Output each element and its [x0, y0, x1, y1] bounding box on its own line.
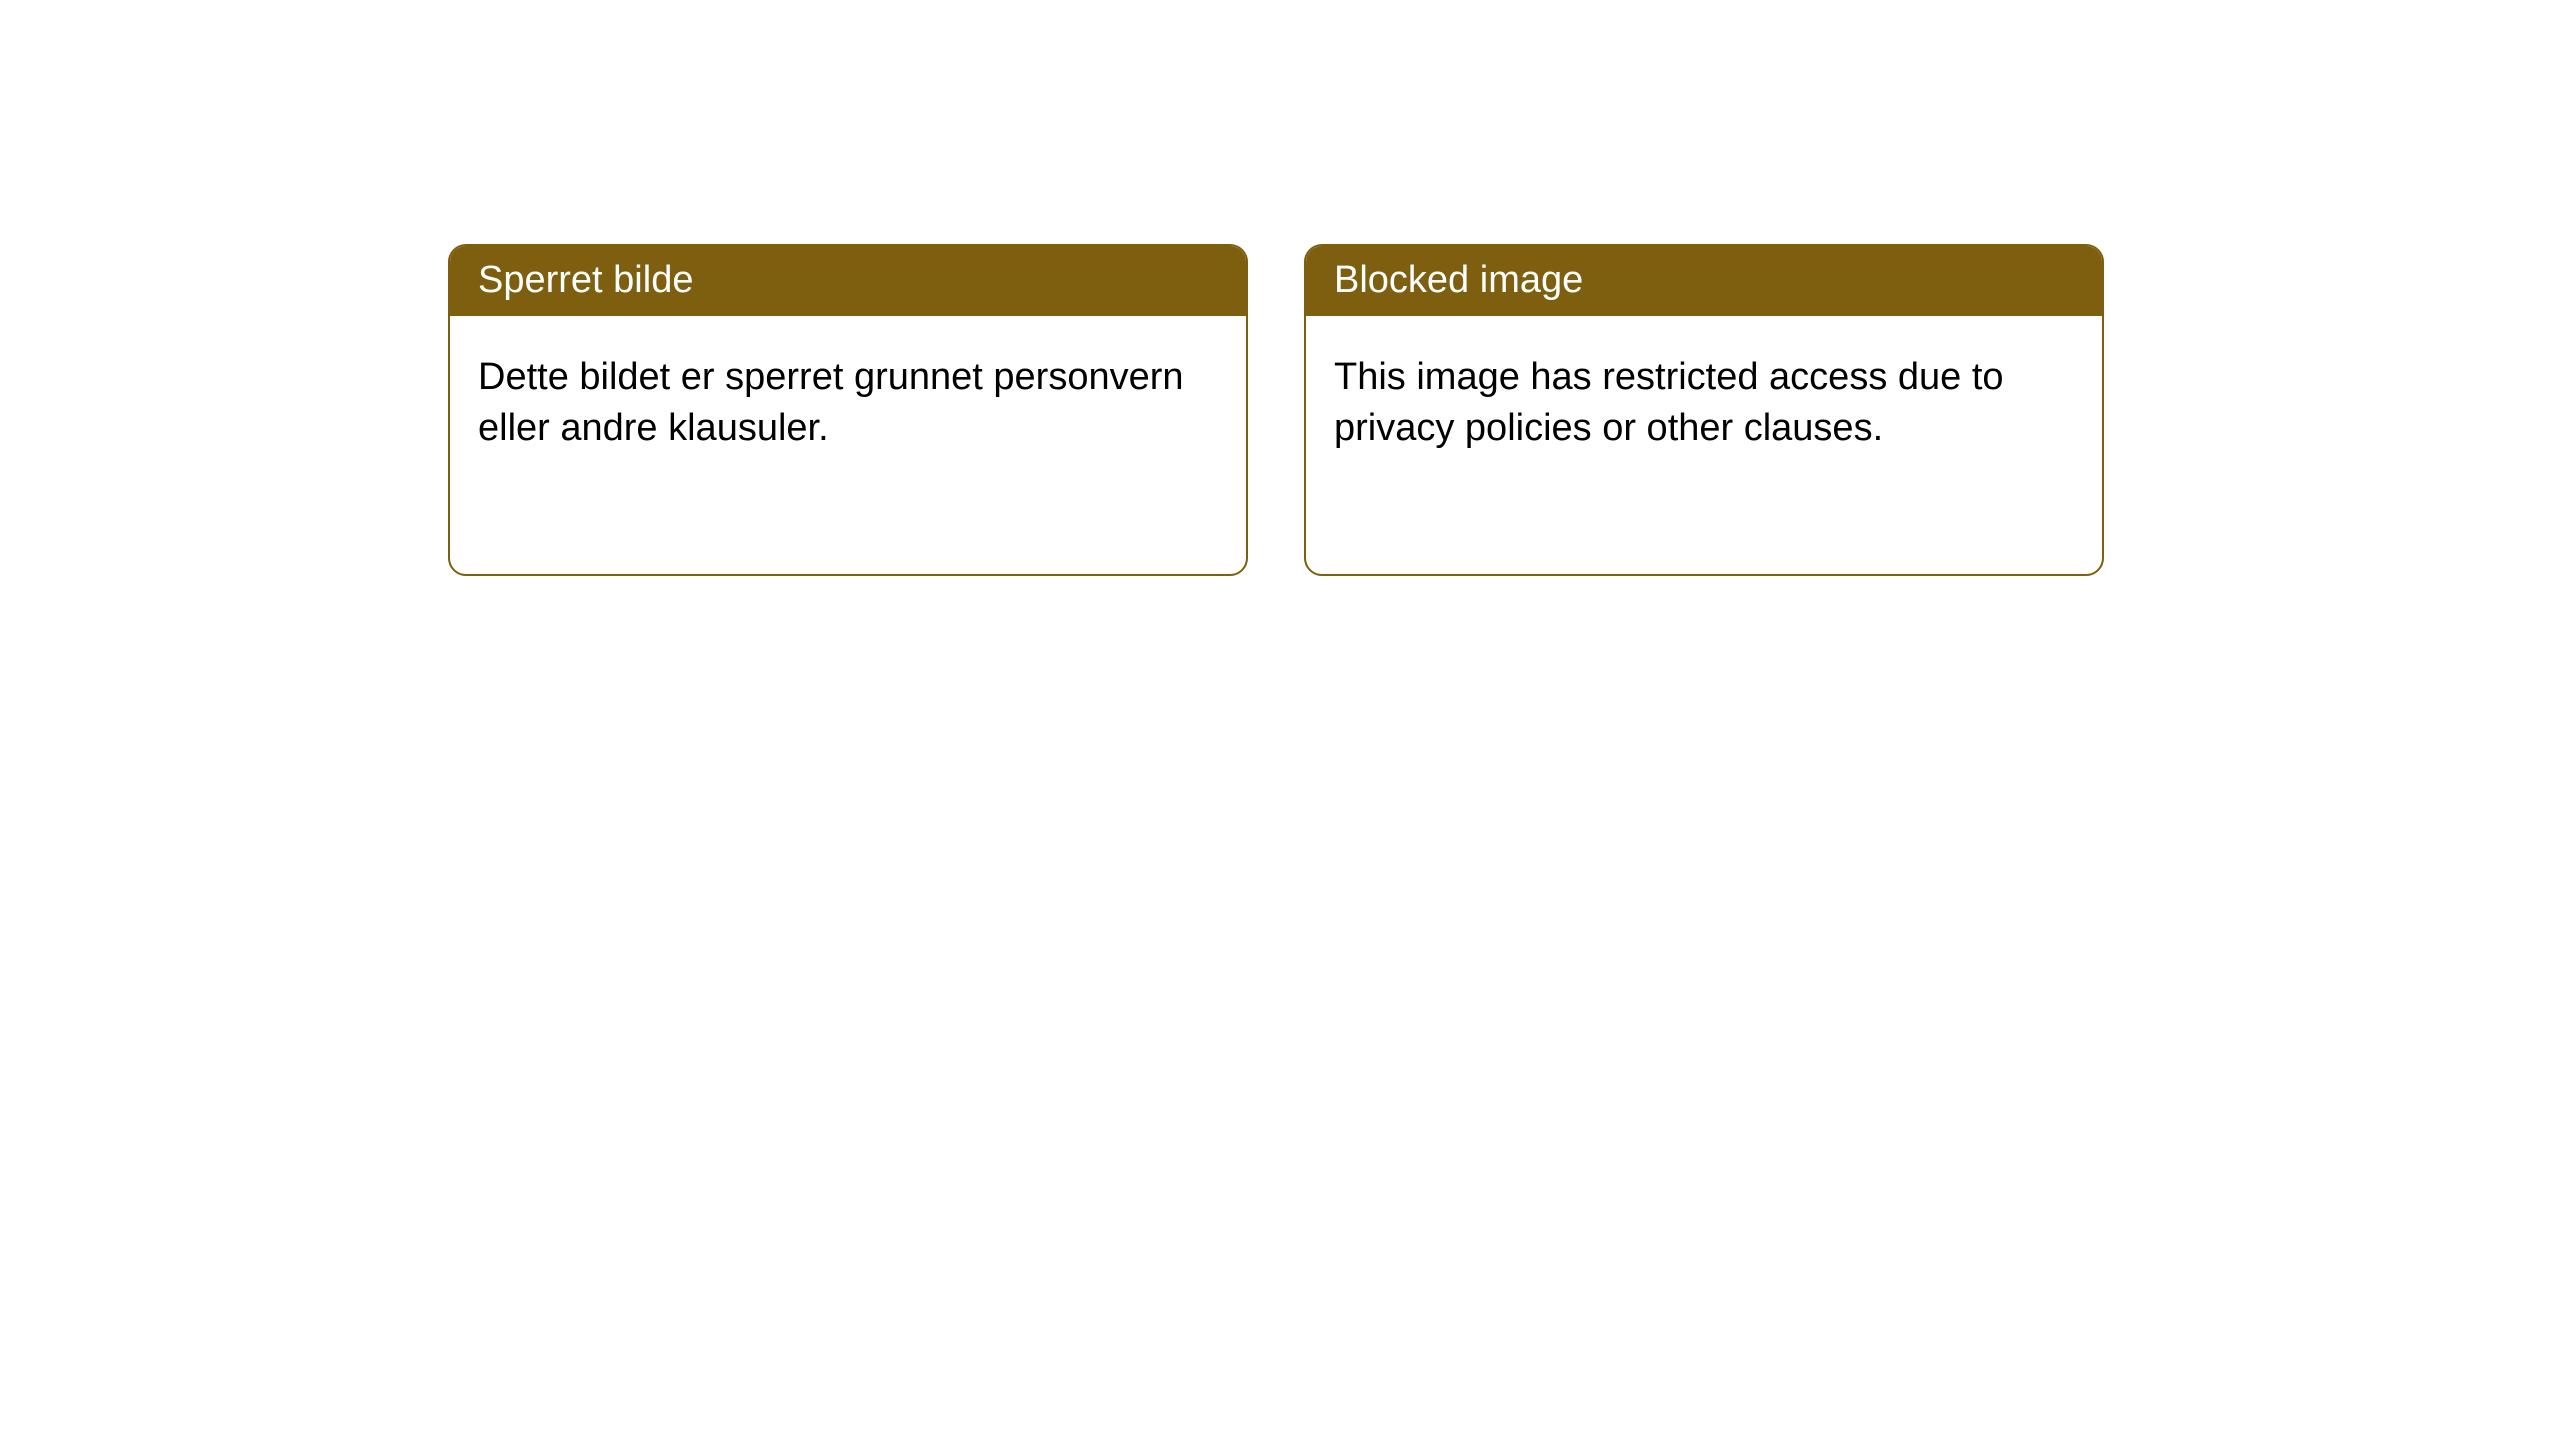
cards-container: Sperret bilde Dette bildet er sperret gr…: [0, 0, 2560, 576]
card-title: Sperret bilde: [450, 246, 1246, 316]
card-body: This image has restricted access due to …: [1306, 316, 2102, 491]
card-title: Blocked image: [1306, 246, 2102, 316]
blocked-image-card-no: Sperret bilde Dette bildet er sperret gr…: [448, 244, 1248, 576]
blocked-image-card-en: Blocked image This image has restricted …: [1304, 244, 2104, 576]
card-body: Dette bildet er sperret grunnet personve…: [450, 316, 1246, 491]
